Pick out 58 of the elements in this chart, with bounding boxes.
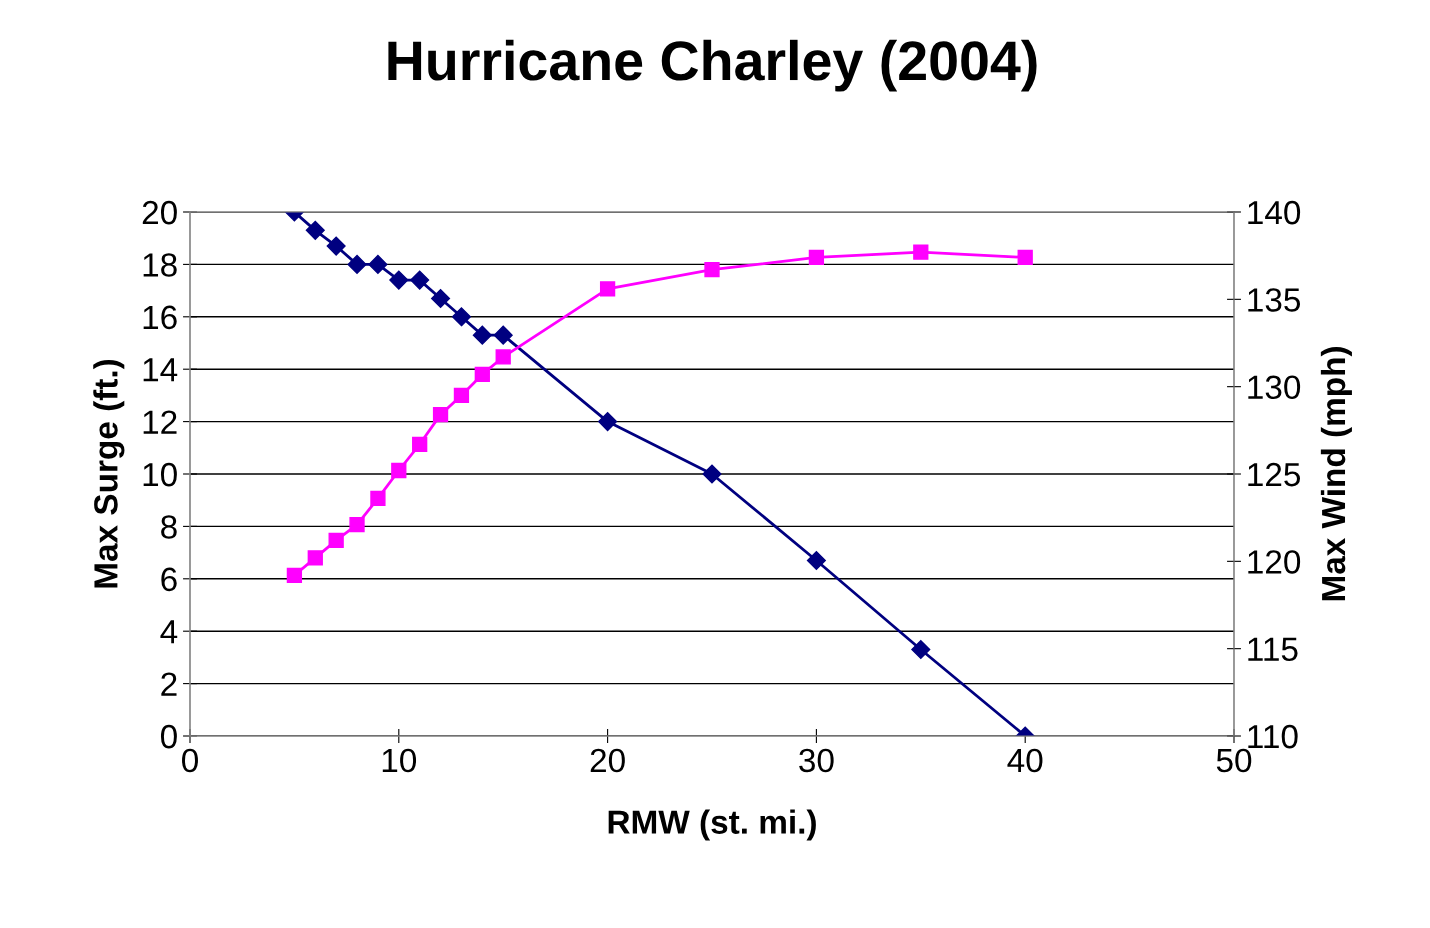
point bbox=[391, 462, 407, 479]
point bbox=[808, 249, 825, 266]
point bbox=[326, 236, 346, 256]
point bbox=[410, 270, 430, 290]
x-tick-label: 0 bbox=[182, 748, 198, 773]
y2-tick-label: 140 bbox=[1248, 200, 1301, 225]
y-tick-label: 10 bbox=[143, 462, 177, 487]
point bbox=[286, 567, 303, 583]
point bbox=[704, 262, 720, 278]
y-tick-label: 12 bbox=[143, 410, 177, 434]
point bbox=[368, 254, 388, 274]
y2-tick-label: 115 bbox=[1248, 637, 1298, 662]
y-axis-title: Max Surge (ft.) bbox=[93, 359, 125, 588]
point bbox=[431, 288, 451, 308]
x-tick-label: 10 bbox=[382, 748, 417, 773]
y2-tick-label: 130 bbox=[1248, 375, 1301, 400]
y2-tick-label: 110 bbox=[1248, 724, 1298, 749]
y2-tick-label: 120 bbox=[1248, 550, 1301, 574]
x-tick-label: 20 bbox=[590, 748, 625, 773]
y-tick-label: 16 bbox=[143, 305, 177, 330]
y-tick-label: 20 bbox=[142, 200, 177, 225]
chart-title: Hurricane Charley (2004) bbox=[388, 39, 1037, 92]
y-tick-label: 2 bbox=[161, 672, 177, 696]
point bbox=[1017, 249, 1033, 266]
y2-tick-label: 135 bbox=[1248, 288, 1301, 312]
point bbox=[328, 532, 344, 549]
x-axis-title: RMW (st. mi.) bbox=[608, 809, 816, 841]
y-tick-label: 8 bbox=[161, 515, 177, 539]
y2-tick-label: 125 bbox=[1248, 462, 1301, 487]
point bbox=[451, 307, 471, 327]
y2-axis-title: Max Wind (mph) bbox=[1320, 347, 1352, 601]
point bbox=[389, 270, 409, 290]
point bbox=[599, 281, 616, 297]
point bbox=[702, 464, 722, 484]
point bbox=[453, 387, 470, 404]
x-tick-label: 50 bbox=[1216, 748, 1252, 773]
point bbox=[305, 220, 325, 240]
y-tick-label: 6 bbox=[161, 567, 177, 592]
point bbox=[598, 412, 618, 432]
y-tick-label: 18 bbox=[143, 253, 177, 277]
point bbox=[370, 490, 386, 507]
point bbox=[493, 325, 513, 345]
point bbox=[412, 436, 428, 452]
point bbox=[472, 325, 492, 345]
y-tick-label: 0 bbox=[160, 724, 177, 749]
point bbox=[474, 366, 490, 383]
y-tick-label: 14 bbox=[143, 358, 178, 382]
point bbox=[349, 517, 365, 533]
point bbox=[911, 640, 931, 660]
point bbox=[913, 244, 929, 260]
point bbox=[806, 550, 826, 570]
point bbox=[495, 349, 511, 365]
point bbox=[307, 550, 323, 566]
point bbox=[432, 406, 449, 423]
x-tick-label: 30 bbox=[799, 748, 834, 773]
y-tick-label: 4 bbox=[160, 620, 178, 644]
point bbox=[347, 254, 367, 274]
x-tick-label: 40 bbox=[1007, 748, 1043, 773]
